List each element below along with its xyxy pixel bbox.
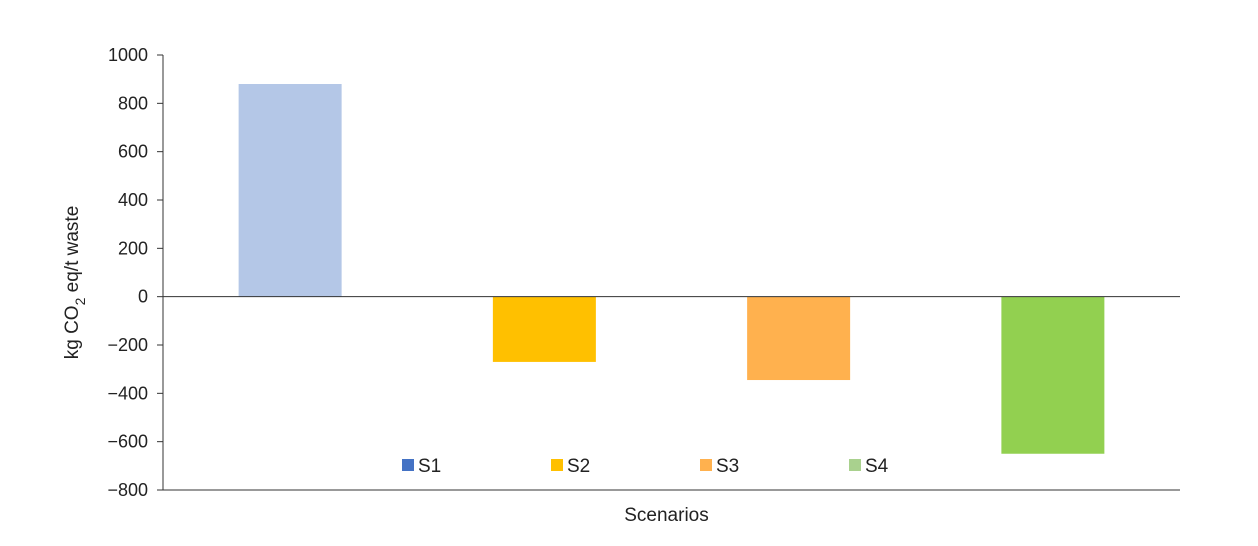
y-tick-label: −800 [107,480,148,500]
y-axis-title: kg CO2 eq/t waste [62,206,88,360]
y-tick-label: 800 [118,93,148,113]
legend: S1 S2 S3 S4 [402,456,889,477]
y-tick-label: 0 [138,287,148,307]
bar-s3 [747,296,851,381]
y-axis: 1000 800 600 400 200 0 −200 −400 −600 −800 [107,45,164,500]
legend-swatch-s4 [849,459,861,471]
bar-s1 [238,84,342,297]
legend-label-s3: S3 [716,456,739,477]
y-tick-label: −600 [107,432,148,452]
x-axis-title: Scenarios [624,505,709,526]
legend-swatch-s2 [551,459,563,471]
legend-label-s1: S1 [418,456,441,477]
bars [238,84,1105,454]
y-axis-title-subscript: 2 [72,297,88,305]
y-tick-label: 200 [118,238,148,258]
y-axis-title-suffix: eq/t waste [62,206,83,298]
bar-s4 [1001,296,1105,454]
legend-swatch-s1 [402,459,414,471]
zero-line [163,296,1180,491]
y-tick-label: −200 [107,335,148,355]
y-tick-label: 1000 [108,45,148,65]
y-tick-label: 400 [118,190,148,210]
legend-swatch-s3 [700,459,712,471]
y-axis-title-prefix: kg CO [62,305,83,359]
legend-label-s4: S4 [865,456,889,477]
y-tick-label: 600 [118,142,148,162]
bar-s2 [492,296,596,362]
y-tick-label: −400 [107,383,148,403]
legend-label-s2: S2 [567,456,590,477]
